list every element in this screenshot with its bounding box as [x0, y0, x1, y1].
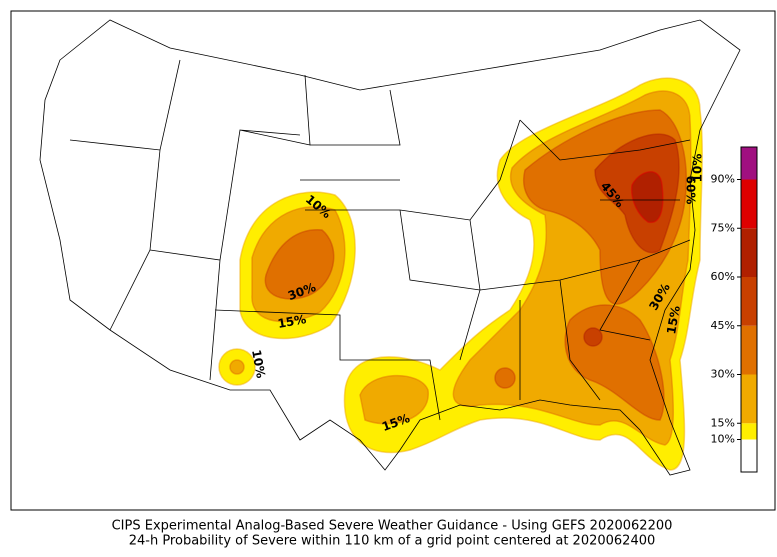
colorbar-tick-label: 45% [711, 319, 735, 332]
contour-label: 10% [691, 154, 705, 183]
colorbar-segment [741, 179, 757, 229]
contour-area [494, 367, 516, 389]
state-lines [69, 59, 691, 421]
caption-line: 24-h Probability of Severe within 110 km… [129, 534, 656, 549]
colorbar-tick-label: 15% [711, 416, 735, 429]
contour-area [264, 229, 335, 300]
colorbar-segment [741, 277, 757, 326]
colorbar-tick-label: 30% [711, 368, 735, 381]
colorbar: 10% 15% 30% 45% 60% 75% 90% [711, 146, 758, 473]
colorbar-segment [741, 147, 757, 180]
colorbar-segment [741, 374, 757, 424]
contour-area [229, 359, 245, 375]
colorbar-tick-label: 10% [711, 433, 735, 446]
contour-label: 60% [684, 176, 698, 205]
boundaries [39, 19, 741, 476]
coastline [39, 19, 741, 476]
colorbar-segment [741, 439, 757, 472]
contour-area [630, 171, 664, 224]
contours [218, 77, 703, 471]
contour-area [583, 327, 603, 347]
colorbar-frame [740, 146, 758, 473]
contour-label: 15% [277, 312, 308, 331]
colorbar-tick-label: 90% [711, 173, 735, 186]
contour-area [359, 374, 429, 425]
colorbar-segment [741, 325, 757, 375]
colorbar-tick-label: 60% [711, 270, 735, 283]
colorbar-tick-label: 75% [711, 221, 735, 234]
contour-label: 15% [664, 305, 683, 336]
colorbar-segment [741, 228, 757, 277]
contour-label: 10% [249, 349, 268, 380]
caption-line: CIPS Experimental Analog-Based Severe We… [112, 519, 673, 534]
colorbar-segment [741, 423, 757, 440]
